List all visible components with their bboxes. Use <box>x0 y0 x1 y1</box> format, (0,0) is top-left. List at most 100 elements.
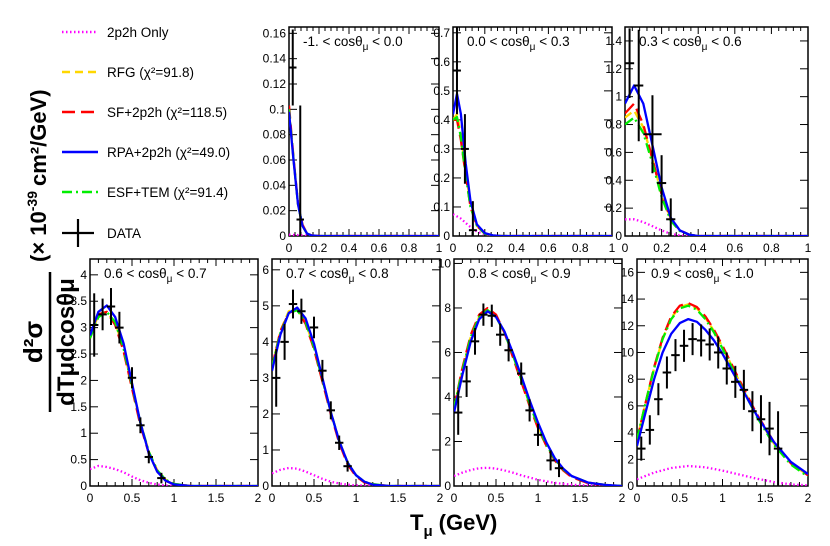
series-line-rpa <box>454 310 622 486</box>
y-tick-label: 2.5 <box>70 347 87 361</box>
panel-5: 0 0.5 1 1.5 2 0 1 2 3 4 5 6 0.7 < cosθμ < 0.8 <box>262 258 444 505</box>
data-point <box>454 390 463 435</box>
series-line-2p2h <box>625 218 690 236</box>
x-tick-label: 0.6 <box>726 241 743 255</box>
y-tick-label: 0 <box>627 479 634 493</box>
y-tick-label: 0.6 <box>433 55 450 69</box>
data-point <box>496 323 505 346</box>
y-tick-label: 2 <box>80 373 87 387</box>
x-tick-label: 0 <box>451 491 458 505</box>
data-point <box>470 327 480 355</box>
data-point <box>713 336 723 369</box>
panel-curves <box>90 288 258 486</box>
data-point <box>297 298 306 324</box>
y-tick-label: 4 <box>80 268 87 282</box>
data-point <box>662 356 672 389</box>
x-tick-label: 1.5 <box>572 491 589 505</box>
panel-title: 0.9 < cosθμ < 1.0 <box>651 266 754 285</box>
data-point <box>688 323 697 356</box>
panel-frame <box>89 258 259 487</box>
panel-frame <box>452 26 613 237</box>
panel-title-left: 0.7 < cosθ <box>286 266 349 281</box>
x-tick-label: 1 <box>353 491 360 505</box>
y-tick-label: 0.4 <box>605 173 622 187</box>
legend-label-data: DATA <box>107 226 141 241</box>
x-tick-label: 0 <box>622 241 629 255</box>
x-tick-label: 2 <box>619 491 626 505</box>
data-point <box>157 472 166 484</box>
y-tick-label: 0.2 <box>433 171 450 185</box>
panel-title: -1. < cosθμ < 0.0 <box>303 34 403 53</box>
data-point <box>296 105 304 236</box>
data-point <box>280 323 289 360</box>
y-axis-title: d²σ dTμdcosθμ (× 10-39cm²/GeV) <box>18 89 80 412</box>
x-tick-label: 1.5 <box>208 491 225 505</box>
legend-label-esf: ESF+TEM (χ²=91.4) <box>107 185 228 200</box>
x-tick-label: 0.2 <box>476 241 493 255</box>
x-tick-label: 1.5 <box>390 491 407 505</box>
panel-title-sub: μ <box>702 42 708 53</box>
data-point <box>679 329 689 362</box>
y-axis-title-numerator: d²σ <box>18 321 48 364</box>
y-tick-label: 14 <box>621 292 635 306</box>
x-tick-label: 0.5 <box>306 491 323 505</box>
x-tick-label: 0 <box>634 491 641 505</box>
x-tick-label: 0.6 <box>540 241 557 255</box>
panel-title-right: < 0.0 <box>368 34 402 49</box>
y-tick-label: 8 <box>627 372 634 386</box>
x-tick-label: 0.5 <box>488 491 505 505</box>
data-point <box>517 362 526 385</box>
x-tick-label: 0.5 <box>671 491 688 505</box>
series-line-2p2h <box>272 466 373 486</box>
data-point <box>504 339 513 362</box>
panels: 0 0.2 0.4 0.6 0.8 100.020.040.060.080.10.120.… <box>70 26 811 505</box>
y-tick-label: 0.12 <box>263 77 287 91</box>
panel-title-right: < 1.0 <box>719 266 753 281</box>
y-tick-label: 0 <box>262 479 269 493</box>
panel-title-right: < 0.9 <box>536 266 570 281</box>
y-tick-label: 0.1 <box>433 200 450 214</box>
panel-title-left: 0.9 < cosθ <box>651 266 714 281</box>
panel-frame <box>288 26 440 237</box>
x-tick-label: 0.4 <box>508 241 525 255</box>
panel-frame <box>271 258 441 487</box>
legend-entry-esf: ESF+TEM (χ²=91.4) <box>62 185 228 200</box>
x-tick-label: 2 <box>805 491 812 505</box>
data-point <box>671 339 680 372</box>
data-point <box>90 293 99 357</box>
legend-label-sf: SF+2p2h (χ²=118.5) <box>107 105 227 120</box>
y-tick-label: 0.3 <box>433 142 450 156</box>
x-tick-label: 1 <box>805 241 812 255</box>
x-tick-label: 1.5 <box>757 491 774 505</box>
legend-label-2p2h: 2p2h Only <box>107 25 169 40</box>
data-point <box>144 450 153 464</box>
x-tick-label: 0 <box>269 491 276 505</box>
y-tick-label: 1 <box>262 443 269 457</box>
y-tick-label: 0.16 <box>263 26 287 40</box>
data-point <box>756 395 766 444</box>
panel-2: 0 0.2 0.4 0.6 0.8 100.10.20.30.40.50.60.70.0 … <box>433 26 615 255</box>
data-point <box>453 27 461 115</box>
data-point <box>654 383 663 416</box>
x-tick-label: 0.8 <box>401 241 418 255</box>
y-tick-label: 0.7 <box>433 26 450 40</box>
y-tick-label: 0.5 <box>433 84 450 98</box>
y-tick-label: 0 <box>615 229 622 243</box>
data-point <box>272 349 281 407</box>
y-tick-label: 0.02 <box>263 204 287 218</box>
data-point <box>106 288 116 325</box>
panel-title: 0.6 < cosθμ < 0.7 <box>104 266 207 285</box>
x-tick-label: 0.5 <box>124 491 141 505</box>
y-tick-label: 0.1 <box>269 102 286 116</box>
x-axis-title: Tμ (GeV) <box>410 510 497 540</box>
x-tick-label: 0.6 <box>371 241 388 255</box>
panel-title-left: 0.0 < cosθ <box>467 34 530 49</box>
x-tick-label: 0 <box>450 241 457 255</box>
series-line-2p2h <box>454 466 622 486</box>
legend-entry-rfg: RFG (χ²=91.8) <box>62 65 194 80</box>
series-line-2p2h <box>90 464 175 486</box>
y-tick-label: 3.5 <box>70 294 87 308</box>
y-tick-label: 1.2 <box>605 62 622 76</box>
y-tick-label: 1 <box>80 426 87 440</box>
